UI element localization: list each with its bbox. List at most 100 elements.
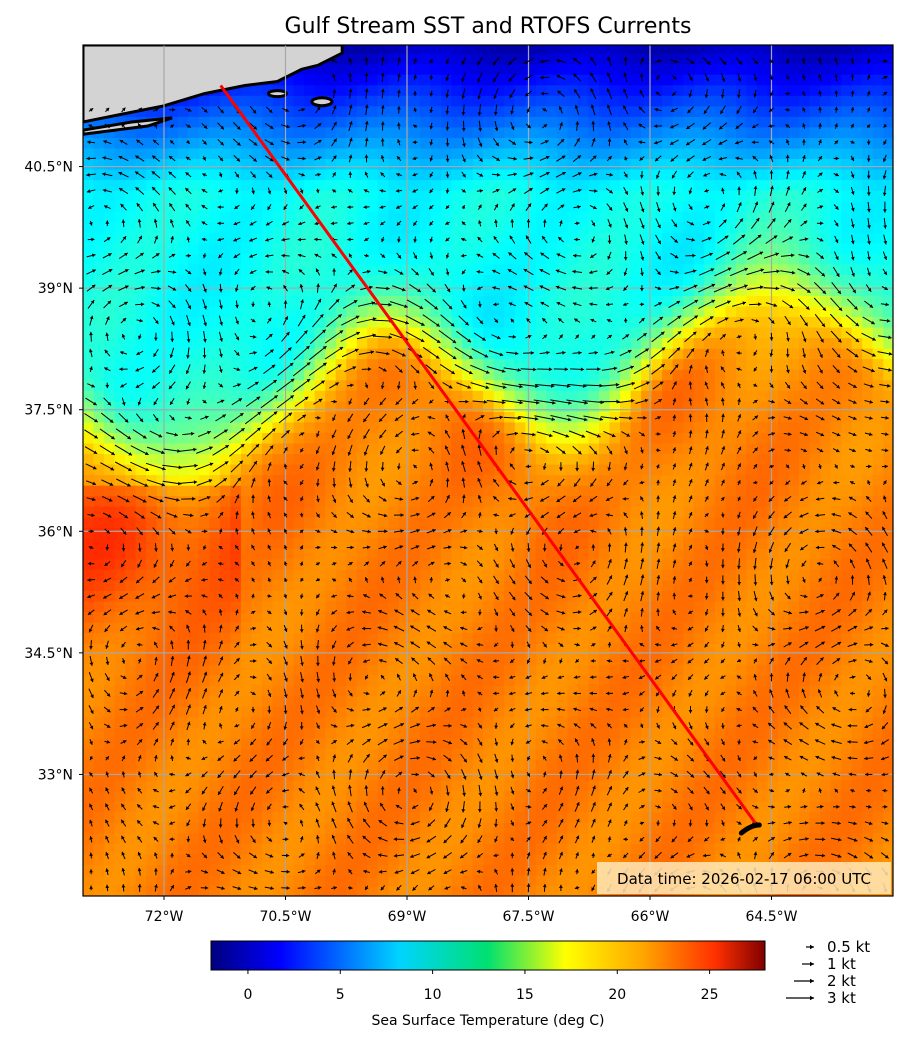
sst-cell (104, 695, 116, 707)
sst-cell (820, 537, 832, 549)
sst-cell (325, 780, 337, 792)
sst-cell (746, 548, 758, 560)
sst-cell (451, 590, 463, 602)
sst-cell (525, 738, 537, 750)
sst-cell (304, 843, 316, 855)
sst-cell (167, 611, 179, 623)
sst-cell (177, 664, 189, 676)
sst-cell (146, 548, 158, 560)
sst-cell (314, 653, 326, 665)
sst-cell (693, 548, 705, 560)
sst-cell (135, 495, 147, 507)
sst-cell (219, 327, 231, 339)
sst-cell (356, 695, 368, 707)
sst-cell (546, 832, 558, 844)
sst-cell (104, 822, 116, 834)
sst-cell (409, 516, 421, 528)
sst-cell (104, 295, 116, 307)
sst-cell (767, 369, 779, 381)
sst-cell (219, 611, 231, 623)
sst-cell (862, 843, 874, 855)
sst-cell (599, 558, 611, 570)
sst-cell (262, 211, 274, 223)
sst-cell (420, 527, 432, 539)
sst-cell (114, 832, 126, 844)
sst-cell (862, 695, 874, 707)
sst-cell (830, 653, 842, 665)
sst-cell (125, 790, 137, 802)
sst-cell (83, 780, 95, 792)
sst-cell (704, 727, 716, 739)
sst-cell (388, 853, 400, 865)
sst-cell (398, 653, 410, 665)
sst-cell (799, 632, 811, 644)
sst-cell (219, 685, 231, 697)
sst-cell (304, 685, 316, 697)
sst-cell (104, 801, 116, 813)
sst-cell (514, 790, 526, 802)
sst-cell (388, 653, 400, 665)
sst-cell (778, 263, 790, 275)
sst-cell (788, 558, 800, 570)
sst-cell (525, 274, 537, 286)
sst-cell (662, 748, 674, 760)
sst-cell (483, 738, 495, 750)
sst-cell (177, 832, 189, 844)
sst-cell (114, 242, 126, 254)
sst-cell (251, 769, 263, 781)
sst-cell (662, 506, 674, 518)
sst-cell (493, 316, 505, 328)
sst-cell (851, 695, 863, 707)
sst-cell (262, 453, 274, 465)
sst-cell (462, 495, 474, 507)
sst-cell (304, 516, 316, 528)
sst-cell (609, 390, 621, 402)
sst-cell (356, 306, 368, 318)
sst-cell (714, 759, 726, 771)
sst-cell (420, 485, 432, 497)
sst-cell (377, 727, 389, 739)
sst-cell (546, 527, 558, 539)
sst-cell (346, 485, 358, 497)
sst-cell (693, 421, 705, 433)
sst-cell (198, 390, 210, 402)
sst-cell (346, 632, 358, 644)
sst-cell (841, 242, 853, 254)
sst-cell (672, 695, 684, 707)
sst-cell (462, 653, 474, 665)
sst-cell (230, 537, 242, 549)
sst-cell (535, 421, 547, 433)
sst-cell (767, 590, 779, 602)
sst-cell (125, 369, 137, 381)
sst-cell (693, 769, 705, 781)
sst-cell (704, 832, 716, 844)
sst-cell (156, 706, 168, 718)
sst-cell (683, 453, 695, 465)
sst-cell (851, 558, 863, 570)
sst-cell (262, 759, 274, 771)
sst-cell (430, 748, 442, 760)
sst-cell (778, 316, 790, 328)
sst-cell (535, 748, 547, 760)
sst-cell (441, 211, 453, 223)
sst-cell (430, 832, 442, 844)
sst-cell (799, 527, 811, 539)
sst-cell (219, 790, 231, 802)
sst-cell (820, 632, 832, 644)
sst-cell (630, 748, 642, 760)
sst-cell (325, 748, 337, 760)
sst-cell (325, 643, 337, 655)
sst-cell (599, 706, 611, 718)
sst-cell (93, 738, 105, 750)
sst-cell (746, 716, 758, 728)
sst-cell (251, 780, 263, 792)
sst-cell (420, 548, 432, 560)
sst-cell (125, 548, 137, 560)
sst-cell (409, 485, 421, 497)
sst-cell (209, 674, 221, 686)
sst-cell (114, 411, 126, 423)
sst-cell (346, 695, 358, 707)
sst-cell (367, 495, 379, 507)
sst-cell (820, 548, 832, 560)
sst-cell (651, 337, 663, 349)
